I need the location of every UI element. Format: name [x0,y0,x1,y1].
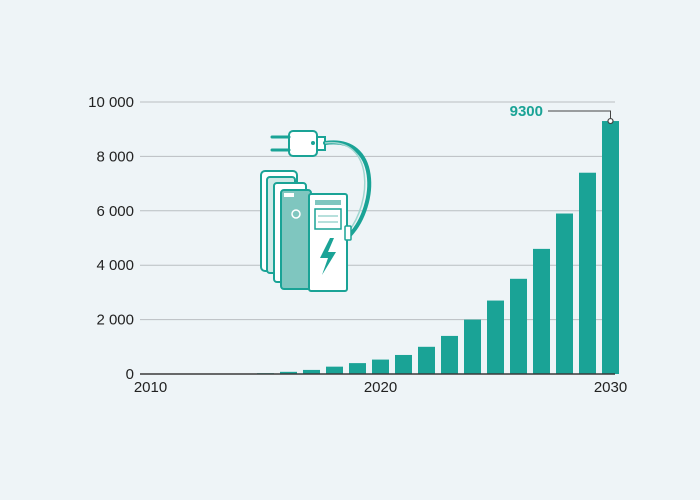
callout-marker [607,117,614,125]
ev-charging-station-icon [260,130,372,292]
bar-2019 [349,363,366,374]
bar-2018 [326,366,343,374]
y-tick-label: 6 000 [96,203,134,220]
bar-2021 [395,354,412,374]
x-tick-label: 2030 [594,379,627,396]
bar-2017 [303,369,320,374]
bar-2030 [602,121,619,374]
bar-2029 [579,172,596,374]
y-tick-label: 0 [126,366,134,383]
y-tick-label: 4 000 [96,257,134,274]
bar-2027 [533,248,550,374]
x-tick-label: 2010 [134,379,167,396]
bar-2016 [280,371,297,374]
y-tick-label: 8 000 [96,148,134,165]
x-axis-tick-labels: 2010 2020 2030 [134,379,627,396]
callout-leader-line [548,110,611,122]
y-axis-tick-labels: 0 2 000 4 000 6 000 8 000 10 000 [88,94,134,383]
bar-2025 [487,300,504,374]
value-callout: 9300 [510,103,614,125]
bar-2020 [372,359,389,374]
bar-2024 [464,319,481,374]
callout-label: 9300 [510,103,543,120]
bars [234,121,619,374]
bar-2023 [441,335,458,374]
y-tick-label: 2 000 [96,312,134,329]
bar-2026 [510,278,527,374]
bar-2028 [556,213,573,374]
y-tick-label: 10 000 [88,94,134,111]
bar-2022 [418,346,435,374]
x-tick-label: 2020 [364,379,397,396]
